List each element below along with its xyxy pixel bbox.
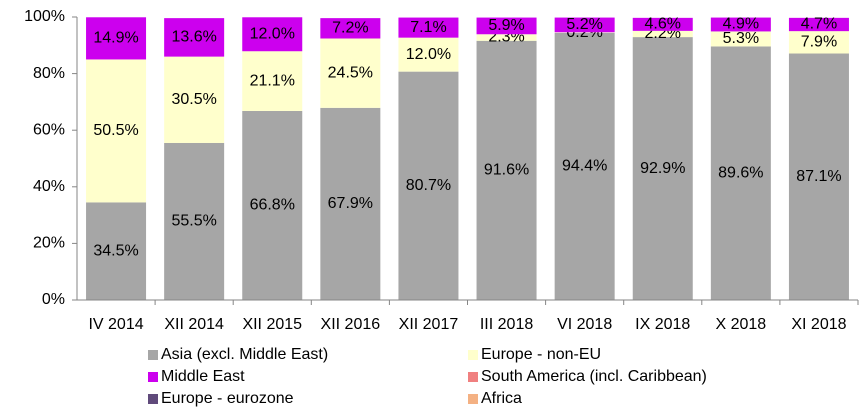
bar-segment xyxy=(476,40,537,300)
x-tick-label: XII 2016 xyxy=(321,316,381,333)
x-tick-label: X 2018 xyxy=(715,316,766,333)
bar-segment xyxy=(398,71,459,300)
bar-segment xyxy=(320,107,381,300)
bar-segment xyxy=(632,17,693,31)
data-label: 7.9% xyxy=(801,34,837,51)
bar-segment xyxy=(788,53,849,300)
legend-swatch xyxy=(148,372,158,382)
bar-segment xyxy=(164,56,225,143)
y-tick-label: 20% xyxy=(33,235,65,252)
data-label: 5.2% xyxy=(566,16,602,33)
data-label: 67.9% xyxy=(328,195,373,212)
x-tick-label: XII 2015 xyxy=(242,316,302,333)
legend-swatch xyxy=(468,394,478,404)
bar-segment xyxy=(86,17,147,60)
bar-segment xyxy=(632,37,693,301)
data-label: 7.1% xyxy=(410,19,446,36)
bar-segment xyxy=(554,17,615,33)
data-label: 13.6% xyxy=(171,29,216,46)
data-label: 55.5% xyxy=(171,213,216,230)
bar-segment xyxy=(164,18,225,57)
x-tick-label: XII 2017 xyxy=(399,316,459,333)
y-tick-label: 40% xyxy=(33,178,65,195)
legend-swatch xyxy=(148,394,158,404)
data-label: 89.6% xyxy=(718,164,763,181)
bar-segment xyxy=(242,51,303,111)
bar-segment xyxy=(554,32,615,301)
y-tick-label: 0% xyxy=(42,291,65,308)
x-tick-label: VI 2018 xyxy=(557,316,612,333)
legend-swatch xyxy=(148,350,158,360)
bar-segment xyxy=(710,31,771,47)
data-label: 94.4% xyxy=(562,158,607,175)
bar-segment xyxy=(476,34,537,41)
x-tick-label: XII 2014 xyxy=(164,316,224,333)
data-label: 14.9% xyxy=(93,30,138,47)
legend-label: Middle East xyxy=(161,368,245,385)
data-label: 4.6% xyxy=(645,16,681,33)
bar-segment xyxy=(320,38,381,108)
data-label: 4.9% xyxy=(723,16,759,33)
x-tick-label: IX 2018 xyxy=(635,316,690,333)
bar-segment xyxy=(242,17,303,52)
legend-swatch xyxy=(468,350,478,360)
y-tick-label: 80% xyxy=(33,65,65,82)
data-label: 34.5% xyxy=(93,242,138,259)
legend-label: Europe - non-EU xyxy=(481,346,601,363)
data-label: 66.8% xyxy=(250,197,295,214)
data-label: 24.5% xyxy=(328,64,373,81)
bar-segment xyxy=(710,46,771,300)
x-tick-label: III 2018 xyxy=(480,316,533,333)
data-label: 30.5% xyxy=(171,91,216,108)
legend-label: Asia (excl. Middle East) xyxy=(161,346,328,363)
data-label: 12.0% xyxy=(250,25,295,42)
legend-label: South America (incl. Caribbean) xyxy=(481,368,707,385)
data-label: 7.2% xyxy=(332,20,368,37)
bar-segment xyxy=(554,32,615,33)
data-label: 5.3% xyxy=(723,30,759,47)
data-label: 21.1% xyxy=(250,72,295,89)
bar-segment xyxy=(242,110,303,301)
data-label: 87.1% xyxy=(796,168,841,185)
data-label: 91.6% xyxy=(484,162,529,179)
y-tick-label: 60% xyxy=(33,121,65,138)
x-tick-label: IV 2014 xyxy=(88,316,143,333)
legend-swatch xyxy=(468,372,478,382)
bar-segment xyxy=(632,30,693,38)
bar-segment xyxy=(788,31,849,54)
x-tick-label: XI 2018 xyxy=(791,316,846,333)
data-label: 4.7% xyxy=(801,16,837,33)
bar-segment xyxy=(398,37,459,72)
data-label: 5.9% xyxy=(488,17,524,34)
data-label: 92.9% xyxy=(640,160,685,177)
bar-segment xyxy=(86,202,147,300)
legend-label: Africa xyxy=(481,390,522,407)
bar-segment xyxy=(710,17,771,32)
bar-segment xyxy=(788,17,849,32)
bar-segment xyxy=(320,18,381,39)
bar-segment xyxy=(164,142,225,300)
bar-segment xyxy=(398,17,459,38)
data-label: 80.7% xyxy=(406,177,451,194)
bar-segment xyxy=(86,59,147,203)
data-label: 12.0% xyxy=(406,46,451,63)
bar-segment xyxy=(476,17,537,35)
data-label: 50.5% xyxy=(93,122,138,139)
y-tick-label: 100% xyxy=(24,8,65,25)
legend-label: Europe - eurozone xyxy=(161,390,294,407)
